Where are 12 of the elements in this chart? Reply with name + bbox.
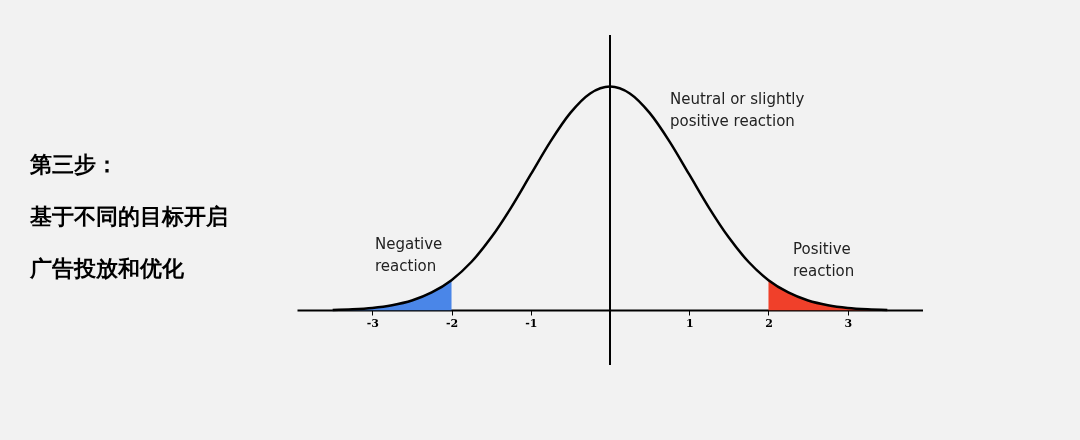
- x-tick-label: 3: [844, 316, 853, 330]
- x-tick-label: 2: [765, 316, 773, 330]
- text: 广告投放和优化: [30, 255, 185, 283]
- x-tick-label: -3: [366, 316, 379, 330]
- x-tick-label: -2: [445, 316, 459, 330]
- annotation: Positive reaction: [793, 240, 855, 280]
- text: 第三步：: [30, 151, 119, 179]
- x-tick-label: -1: [525, 316, 538, 330]
- x-tick-label: 1: [685, 316, 694, 330]
- annotation: Negative reaction: [375, 235, 443, 275]
- text: 基于不同的目标开启: [30, 203, 228, 231]
- annotation: Neutral or slightly positive reaction: [670, 90, 805, 130]
